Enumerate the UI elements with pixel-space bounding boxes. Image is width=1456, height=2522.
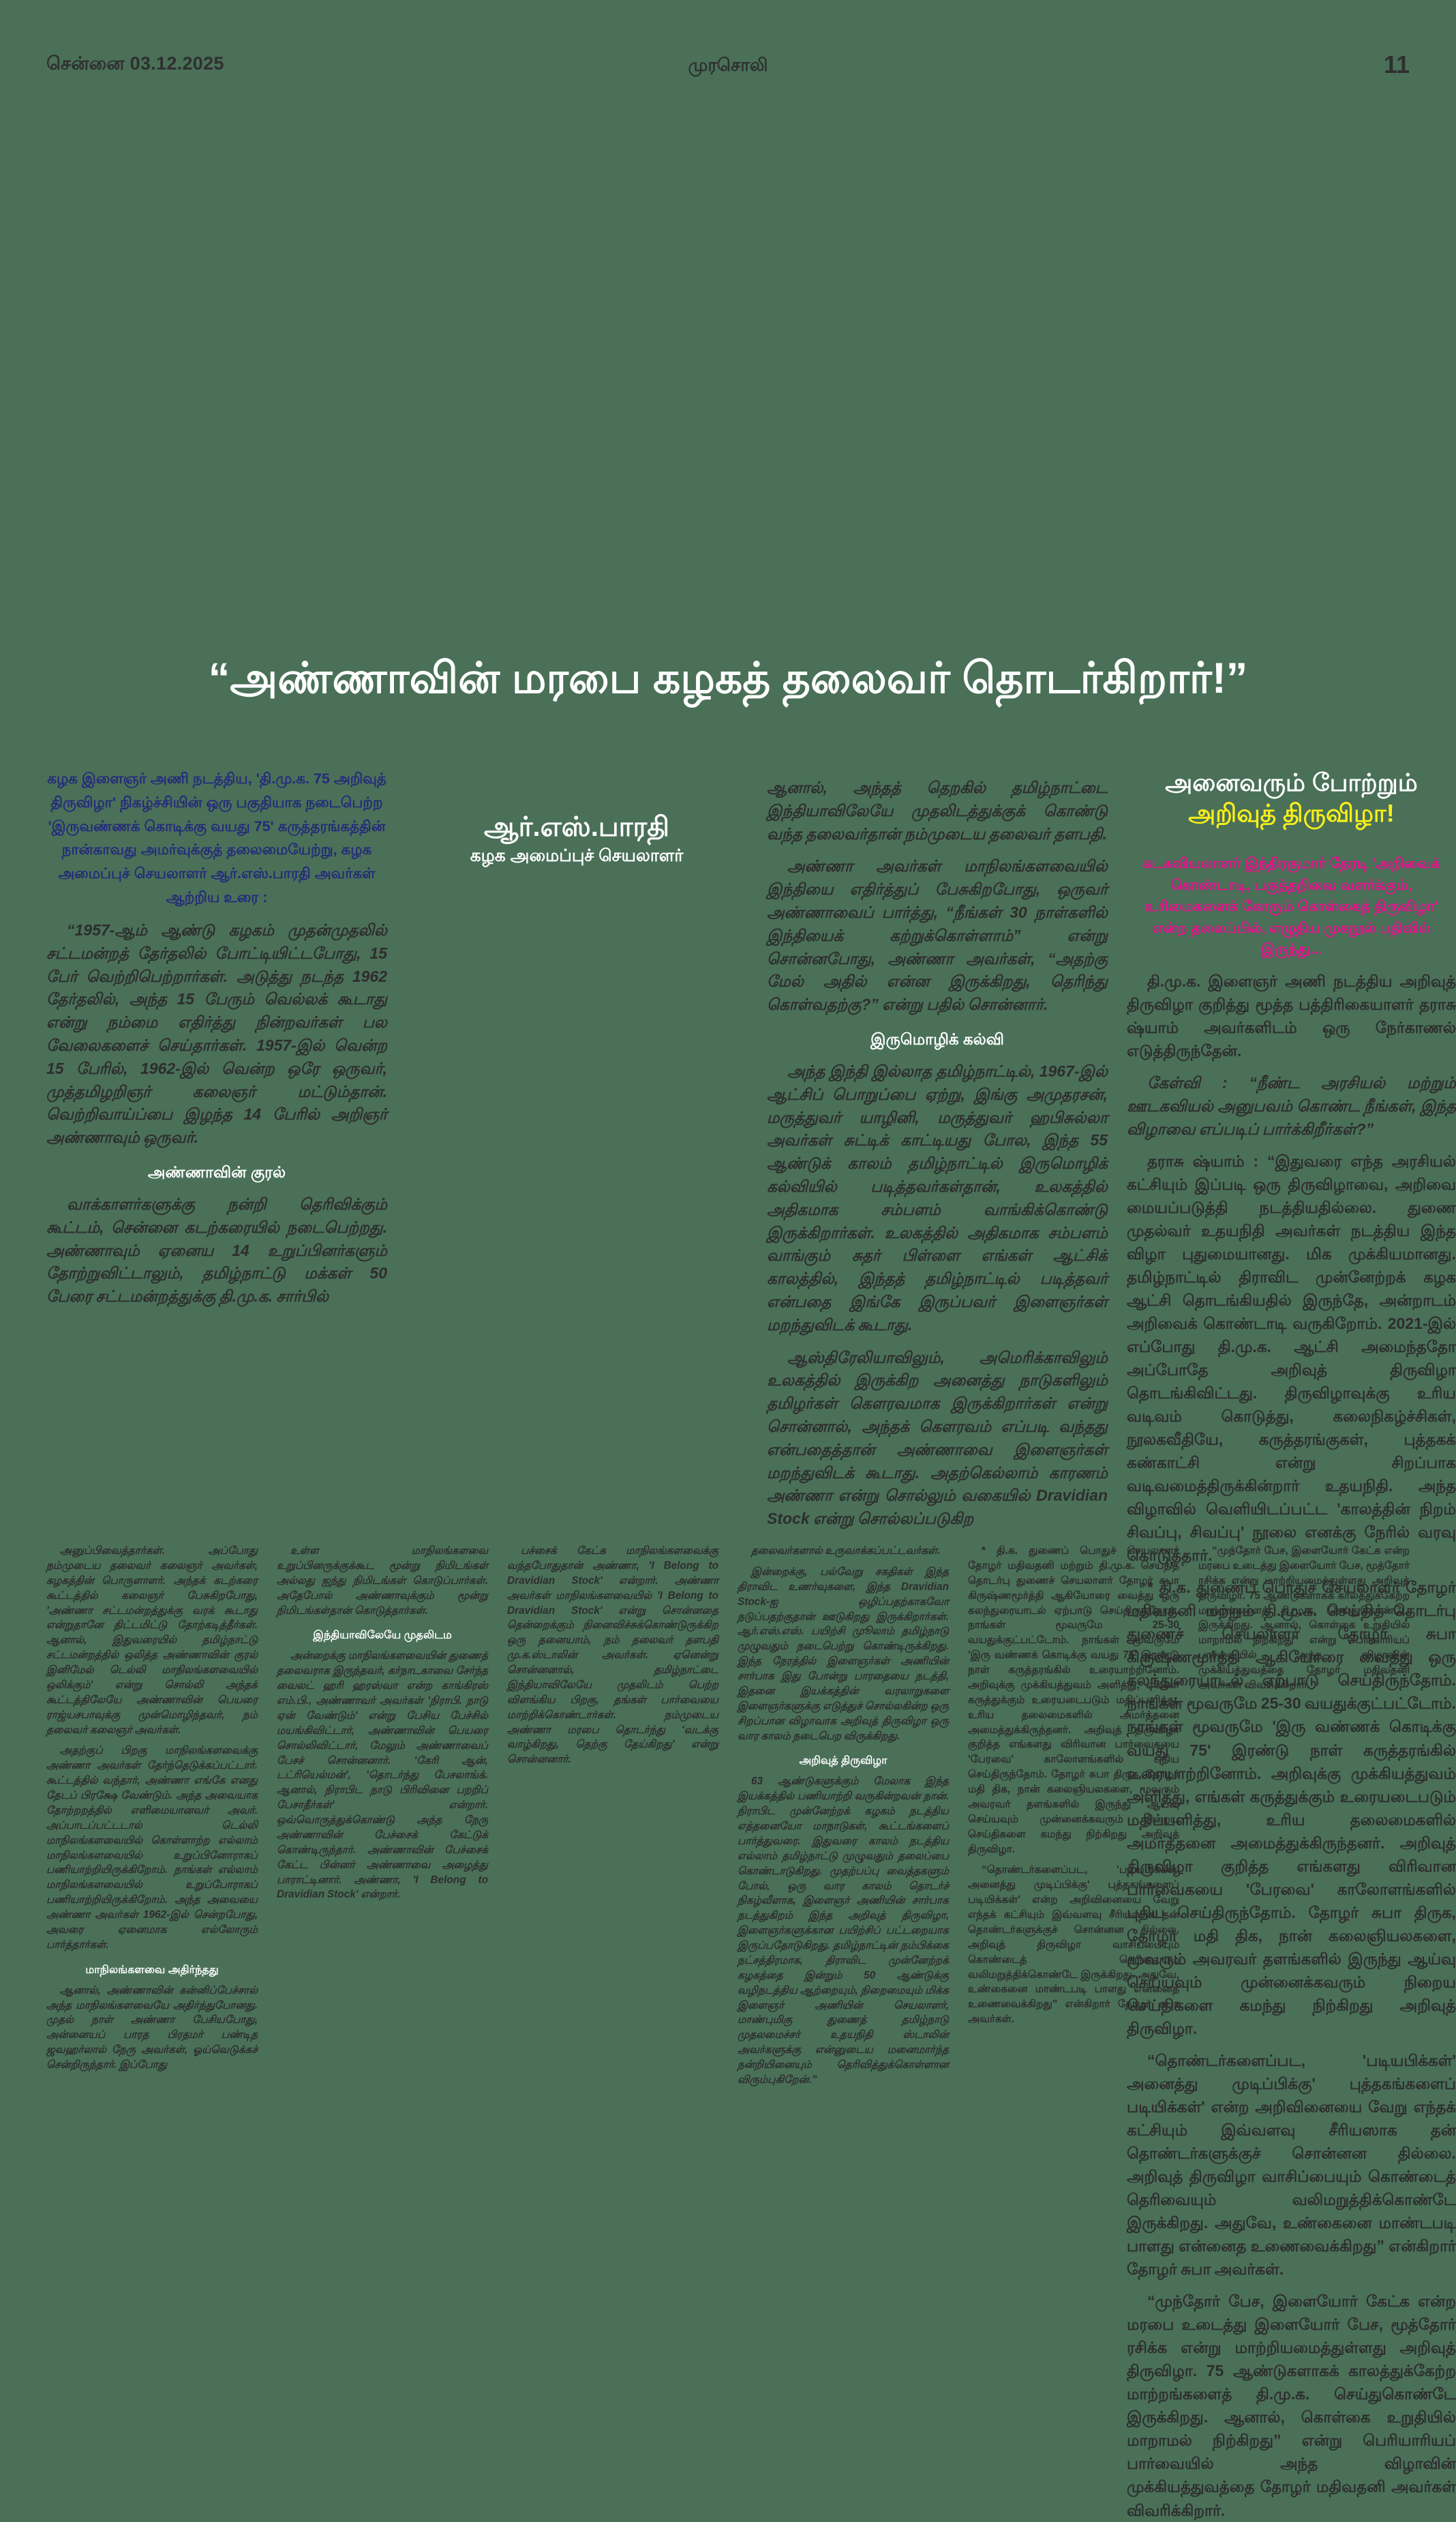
paragraph: வாக்காளர்களுக்கு நன்றி தெரிவிக்கும் கூட்… <box>46 1195 387 1306</box>
bottom-column-4: தலைவர்களால் உருவாக்கப்பட்டவர்கள். இன்றைக… <box>738 1537 949 2088</box>
paragraph: * தி.க. துணைப் பொதுச் செயலாளர் தோழர் மதி… <box>968 1545 1179 1855</box>
paragraph: 63 ஆண்டுகளுக்கும் மேலாக இந்த இயக்கத்தில்… <box>738 1775 949 2086</box>
paragraph: ஆஸ்திரேலியாவிலும், அமெரிக்காவிலும் உலகத்… <box>767 1348 1108 1528</box>
page-title: “அண்ணாவின் மரபை கழகத் தலைவர் தொடர்கிறார்… <box>208 655 1248 702</box>
paper-title: முரசொலி <box>688 55 768 75</box>
byline: ஆர்.எஸ்.பாரதி கழக அமைப்புச் செயலாளர் <box>406 811 747 868</box>
section-subhead: இந்தியாவிலேயே முதலிடம <box>313 1630 452 1642</box>
paragraph: “1957-ஆம் ஆண்டு கழகம் முதன்முதலில் சட்டம… <box>46 920 387 1147</box>
edition-date: சென்னை 03.12.2025 <box>46 53 224 74</box>
article-column-left: கழக இளைஞர் அணி நடத்திய, 'தி.மு.க. 75 அறி… <box>46 767 387 1308</box>
paragraph: தி.மு.க. இளைஞர் அணி நடத்திய அறிவுத் திரு… <box>1127 972 1456 1060</box>
paragraph: “முந்தோர் பேச, இளையோர் கேட்க என்ற மரபை உ… <box>1127 2292 1456 2519</box>
paragraph: தராசு ஷ்யாம் : “இதுவரை எந்த அரசியல் கட்ச… <box>1127 1152 1456 1565</box>
bottom-column-2: உள்ள மாநிலங்களவை உறுப்பினருக்குக்கூட மூன… <box>277 1537 488 1902</box>
paragraph: “தொண்டர்களைப்பட, 'படியபிக்கள்' அனைத்து ம… <box>968 1864 1179 2026</box>
byline-name: ஆர்.எஸ்.பாரதி <box>484 812 669 842</box>
article-intro: கழக இளைஞர் அணி நடத்திய, 'தி.மு.க. 75 அறி… <box>47 770 386 906</box>
paragraph: அதற்குப் பிறகு மாநிலங்களவைக்கு அண்ணா அவர… <box>46 1745 258 1951</box>
section-subhead: இருமொழிக் கல்வி <box>870 1030 1004 1048</box>
section-subhead: அறிவுத் திருவிழா <box>799 1755 888 1767</box>
bottom-column-3: பச்சைக் கேட்க மாநிலங்களவைக்கு வந்தபோதுதா… <box>507 1537 718 1767</box>
bottom-column-6: “முந்தோர் பேச, இளையோர் கேட்க என்ற மரபை உ… <box>1198 1537 1410 1693</box>
promo-heading-line1: அனைவரும் போற்றும் <box>1165 768 1418 796</box>
masthead: சென்னை 03.12.2025 முரசொலி 11 <box>0 50 1456 82</box>
section-subhead: அண்ணாவின் குரல் <box>147 1162 286 1181</box>
bottom-columns: அனுப்பிவைத்தார்கள். அப்போது நம்முடைய தலை… <box>46 1537 1410 2219</box>
bottom-column-5: * தி.க. துணைப் பொதுச் செயலாளர் தோழர் மதி… <box>968 1537 1179 2027</box>
paragraph: “முந்தோர் பேச, இளையோர் கேட்க என்ற மரபை உ… <box>1198 1545 1410 1691</box>
paragraph: “தொண்டர்களைப்பட, 'படியபிக்கள்' அனைத்து ம… <box>1127 2051 1456 2279</box>
section-subhead: மாநிலங்களவை அதிர்ந்தது <box>85 1964 219 1976</box>
paragraph: ஆனால், அந்தத் தெறகில் தமிழ்நாட்டை இந்திய… <box>767 779 1108 843</box>
byline-column: ஆர்.எஸ்.பாரதி கழக அமைப்புச் செயலாளர் <box>406 767 747 868</box>
paragraph: அன்றைக்கு மாநிலங்களவையின் துணைத் தலைவராக… <box>277 1650 488 1901</box>
paragraph: அனுப்பிவைத்தார்கள். அப்போது நம்முடைய தலை… <box>46 1545 258 1736</box>
byline-role: கழக அமைப்புச் செயலாளர் <box>470 846 684 865</box>
paragraph: தலைவர்களால் உருவாக்கப்பட்டவர்கள். <box>751 1545 941 1557</box>
paragraph: ஆனால், அண்ணாவின் கன்னிப்பேச்சால் அந்த மா… <box>46 1984 258 2071</box>
main-columns: கழக இளைஞர் அணி நடத்திய, 'தி.மு.க. 75 அறி… <box>46 767 1456 2519</box>
paragraph: பச்சைக் கேட்க மாநிலங்களவைக்கு வந்தபோதுதா… <box>507 1545 718 1766</box>
paragraph: உள்ள மாநிலங்களவை உறுப்பினருக்குக்கூட மூன… <box>277 1545 488 1617</box>
paragraph: * தி.க. துணைப் பொதுச் செயலாளர் தோழர் மதி… <box>1127 1578 1456 2037</box>
promo-heading-line2: அறிவுத் திருவிழா! <box>1188 799 1395 827</box>
promo-subtitle: கடகவியலாளர் இந்திரகுமார் தேரடி 'அறிவைக் … <box>1142 856 1440 957</box>
paragraph: அந்த இந்தி இல்லாத தமிழ்நாட்டில், 1967-இல… <box>767 1062 1108 1334</box>
bottom-column-1: அனுப்பிவைத்தார்கள். அப்போது நம்முடைய தலை… <box>46 1537 258 2073</box>
article-column-middle: ஆனால், அந்தத் தெறகில் தமிழ்நாட்டை இந்திய… <box>767 767 1108 1531</box>
paragraph: கேள்வி : “நீண்ட அரசியல் மற்றும் ஊடகவியல்… <box>1127 1073 1456 1138</box>
paragraph: இன்றைக்கு, பல்வேறு சகதிகள் இந்த திராவிட … <box>738 1565 949 1742</box>
page-number: 11 <box>1383 50 1410 78</box>
paragraph: அண்ணா அவர்கள் மாநிலங்களவையில் இந்தியை எத… <box>767 857 1108 1014</box>
